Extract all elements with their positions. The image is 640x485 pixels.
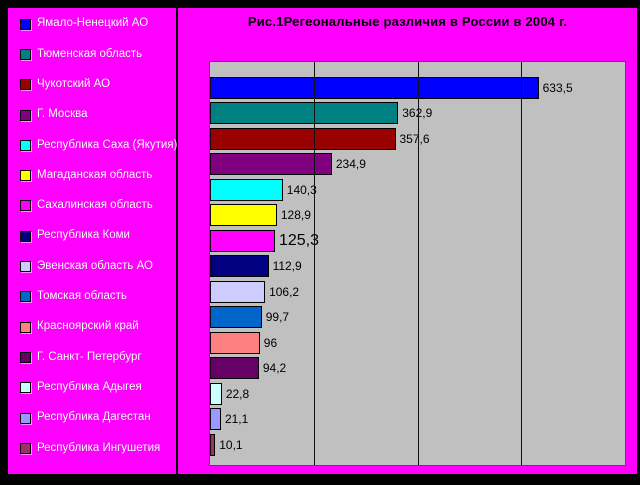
bar-value-label: 99,7 <box>265 310 290 325</box>
legend-item-label: Республика Коми <box>37 229 130 242</box>
legend-item-label: Ямало-Ненецкий АО <box>37 17 149 30</box>
bar-value-label: 633,5 <box>542 80 573 95</box>
legend-item: Республика Ингушетия <box>20 433 176 463</box>
bar <box>210 229 275 252</box>
chart-area: Рис.1Регеональные различия в России в 20… <box>178 8 637 474</box>
gridline <box>521 62 523 465</box>
bar-row: 112,9 <box>210 254 625 280</box>
bar-row: 234,9 <box>210 152 625 178</box>
legend-item-label: Тюменская область <box>37 47 143 60</box>
legend-swatch <box>20 321 31 333</box>
bar-value-label: 234,9 <box>335 157 366 172</box>
legend-item-label: Республика Ингушетия <box>37 441 161 454</box>
legend-item-label: Г. Москва <box>37 108 88 121</box>
bar-value-label: 94,2 <box>262 361 287 376</box>
legend-swatch <box>20 79 31 91</box>
legend-item-label: Республика Дагестан <box>37 411 151 424</box>
bar <box>210 357 259 380</box>
plot-area: 633,5 362,9 357,6 234,9 140,3 128,9 125,3 112,9… <box>209 61 626 466</box>
legend-item: Республика Коми <box>20 221 176 251</box>
legend-swatch <box>20 291 31 303</box>
legend-item-label: Эвенская область АО <box>37 259 153 272</box>
bar <box>210 408 221 431</box>
legend-swatch <box>20 442 31 454</box>
legend-item: Эвенская область АО <box>20 251 176 281</box>
legend-swatch <box>20 261 31 273</box>
bar-row: 633,5 <box>210 75 625 101</box>
bar-value-label: 10,1 <box>219 437 243 452</box>
legend-item-label: Чукотский АО <box>37 77 111 90</box>
bar-value-label: 21,1 <box>224 412 249 427</box>
legend-item: Республика Дагестан <box>20 403 176 433</box>
bar-row: 94,2 <box>210 356 625 382</box>
bar-row: 106,2 <box>210 279 625 305</box>
bar-row: 21,1 <box>210 407 625 433</box>
bar <box>210 331 260 354</box>
bar <box>210 306 262 329</box>
legend-swatch <box>20 230 31 242</box>
bar-value-label: 106,2 <box>269 284 300 299</box>
gridline <box>313 62 315 465</box>
legend-item-label: Республика Адыгея <box>37 380 142 393</box>
bar-value-label: 125,3 <box>278 231 320 249</box>
bar-value-label: 128,9 <box>280 208 311 223</box>
legend-item-label: Сахалинская область <box>37 199 153 212</box>
chart-panel: Ямало-Ненецкий АО Тюменская область Чукотс… <box>8 8 637 474</box>
legend-swatch <box>20 200 31 212</box>
bar-row: 357,6 <box>210 126 625 152</box>
legend-item: Республика Саха (Якутия) <box>20 130 178 160</box>
bar-row: 362,9 <box>210 101 625 127</box>
legend-item: Г. Санкт- Петербург <box>20 342 176 372</box>
bar <box>210 76 539 99</box>
legend-swatch <box>20 412 31 424</box>
bars-container: 633,5 362,9 357,6 234,9 140,3 128,9 125,3 112,9… <box>210 75 625 458</box>
legend-item: Магаданская область <box>20 160 176 190</box>
legend-item: Ямало-Ненецкий АО <box>20 9 176 39</box>
legend-swatch <box>20 18 31 30</box>
bar-row: 125,3 <box>210 228 625 254</box>
bar <box>210 102 399 125</box>
legend-item: Тюменская область <box>20 39 176 69</box>
legend-swatch <box>20 351 31 363</box>
bar-value-label: 362,9 <box>402 107 432 119</box>
legend-item: Г. Москва <box>20 100 176 130</box>
legend: Ямало-Ненецкий АО Тюменская область Чукотс… <box>8 8 178 474</box>
bar-value-label: 140,3 <box>286 182 317 197</box>
bar-row: 96 <box>210 330 625 356</box>
legend-item-label: Красноярский край <box>37 320 139 333</box>
bar <box>210 433 216 456</box>
bar <box>210 204 277 227</box>
bar-row: 22,8 <box>210 381 625 407</box>
bar <box>210 178 283 201</box>
bar <box>210 127 396 150</box>
legend-swatch <box>20 139 31 151</box>
bar-row: 99,7 <box>210 305 625 331</box>
legend-item: Красноярский край <box>20 312 176 342</box>
legend-swatch <box>20 170 31 182</box>
chart-title: Рис.1Регеональные различия в России в 20… <box>247 14 568 29</box>
legend-item-label: Томская область <box>37 290 127 303</box>
legend-item-label: Г. Санкт- Петербург <box>37 350 142 363</box>
bar <box>210 382 222 405</box>
bar-value-label: 112,9 <box>272 259 302 274</box>
legend-item: Сахалинская область <box>20 191 176 221</box>
legend-item: Чукотский АО <box>20 70 176 100</box>
legend-item-label: Республика Саха (Якутия) <box>37 138 178 151</box>
bar <box>210 280 266 303</box>
bar-row: 10,1 <box>210 432 625 458</box>
legend-item: Республика Адыгея <box>20 373 176 403</box>
legend-swatch <box>20 109 31 121</box>
bar-row: 140,3 <box>210 177 625 203</box>
bar <box>210 153 332 176</box>
bar-value-label: 22,8 <box>225 386 250 401</box>
gridline <box>417 62 419 465</box>
bar-value-label: 357,6 <box>399 131 430 146</box>
bar <box>210 255 269 278</box>
bar-value-label: 96 <box>263 335 278 350</box>
legend-swatch <box>20 48 31 60</box>
bar-row: 128,9 <box>210 203 625 229</box>
legend-swatch <box>20 382 31 394</box>
legend-item-label: Магаданская область <box>37 168 153 181</box>
legend-item: Томская область <box>20 282 176 312</box>
